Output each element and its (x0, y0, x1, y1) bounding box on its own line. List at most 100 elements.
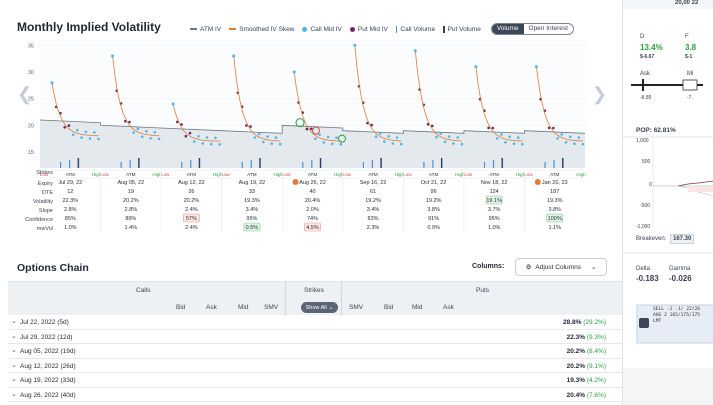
col-call-mid[interactable]: Mid (238, 304, 249, 311)
chevron-down-icon[interactable]: ⌄ (11, 361, 17, 369)
expiry-slope: 3.8% (548, 207, 561, 213)
chevron-down-icon[interactable]: ⌄ (11, 347, 17, 354)
rowlabel-expiry: Expiry (37, 181, 53, 187)
call-mid-iv-point (76, 128, 79, 132)
chevron-down-icon: ⌄ (328, 304, 334, 311)
call-volume-bar (120, 162, 122, 168)
col-call-bid[interactable]: Bid (176, 304, 186, 311)
smoothed-iv-skew-line (112, 55, 160, 137)
expiry-mwvol: 1.0% (64, 225, 77, 231)
col-put-bid[interactable]: Bid (384, 304, 394, 311)
table-row[interactable]: ⌄ Aug 12, 2022 (26d) 20.2% (9.1%) (8, 359, 622, 373)
call-mid-iv-point (266, 135, 269, 138)
call-volume-bar (371, 160, 373, 168)
call-mid-iv-point (171, 102, 175, 106)
call-mid-iv-point (71, 133, 75, 137)
call-mid-iv-point (214, 136, 217, 140)
sidebar-val1: $-6.67 (640, 54, 655, 60)
order-icon[interactable] (639, 318, 649, 328)
options-chain-title: Options Chain (17, 262, 89, 274)
expiry-confidence: 83% (368, 216, 379, 222)
chevron-down-icon[interactable]: ⌄ (11, 376, 17, 383)
strike-label: High (455, 172, 465, 177)
expiry-mwvol: 2.4% (185, 225, 198, 231)
call-mid-iv-point (508, 135, 512, 139)
col-call-ask[interactable]: Ask (206, 304, 217, 311)
chevron-down-icon[interactable]: ⌄ (11, 332, 17, 340)
iv-chart: 15 20 25 30 35 Low ATM High Jul 29, 22 12 22.3% 2.8… (27, 43, 587, 232)
toggle-open-interest[interactable]: Open Interest (528, 25, 568, 32)
divider (341, 282, 342, 316)
selected-strike-marker (312, 126, 320, 135)
col-put-ask[interactable]: Ask (443, 304, 454, 311)
expiry-dte: 12 (67, 189, 73, 195)
call-mid-iv-point (197, 135, 200, 138)
table-row[interactable]: ⌄ Aug 05, 2022 (19d) 20.2% (8.4%) (8, 344, 622, 359)
strike-label: Low (524, 172, 533, 177)
selected-strike-marker (338, 134, 346, 143)
expiry-dte: 33 (249, 189, 255, 195)
strike-label: ATM (308, 172, 318, 177)
call-mid-iv-point (516, 136, 520, 139)
calls-header: Calls (136, 287, 151, 294)
legend-put-mid-iv[interactable]: Put Mid IV (349, 26, 388, 33)
chevron-right-icon[interactable]: ❯ (592, 84, 608, 104)
expiry-label: Sep 16, 22 (360, 180, 387, 186)
strike-label: Low (221, 172, 230, 177)
call-mid-iv-point (149, 137, 152, 140)
strike-label: ATM (66, 172, 76, 177)
call-mid-iv-point (80, 136, 83, 139)
legend-call-mid-iv[interactable]: Call Mid IV (302, 26, 342, 33)
expiry-slope: 3.4% (246, 207, 259, 213)
atm-iv-area (40, 120, 585, 168)
expiry-volatility: 19.3% (547, 198, 563, 204)
call-volume-bar (181, 162, 183, 168)
adjust-columns-button[interactable]: ⚙ Adjust Columns ⌄ (515, 258, 607, 276)
call-mid-iv-point (456, 136, 460, 139)
table-row[interactable]: ⌄ Aug 19, 2022 (33d) 19.3% (4.2%) (8, 373, 622, 388)
chart-title: Monthly Implied Volatility (17, 20, 161, 34)
legend-smoothed-iv[interactable]: Smoothed IV Skew (229, 26, 294, 33)
volume-oi-toggle[interactable]: Volume Open Interest (490, 23, 574, 35)
col-put-mid[interactable]: Mid (412, 304, 423, 311)
table-row[interactable]: ⌄ Jul 22, 2022 (5d) 28.8% (29.2%) (8, 315, 622, 330)
table-row[interactable]: ⌄ Jul 29, 2022 (12d) 22.3% (9.3%) (8, 330, 622, 344)
expiry-mwvol: 2.3% (367, 225, 380, 231)
columns-label: Columns: (472, 263, 505, 270)
selected-strike-marker (295, 118, 305, 128)
legend-atm-iv[interactable]: ATM IV (190, 26, 221, 33)
expiry-confidence: 95% (489, 216, 500, 222)
puts-header: Puts (476, 287, 490, 294)
show-all-button[interactable]: Show All ⌄ (301, 302, 338, 313)
call-mid-iv-point (387, 135, 390, 138)
call-mid-iv-point (292, 70, 296, 74)
chevron-down-icon[interactable]: ⌄ (11, 390, 17, 398)
call-mid-iv-point (452, 142, 455, 145)
expiry-mwvol: 1.4% (125, 225, 138, 231)
call-mid-iv-point (209, 142, 213, 146)
col-put-smv[interactable]: SMV (349, 304, 364, 311)
put-volume-bar (138, 158, 140, 168)
call-mid-iv-point (569, 135, 572, 139)
call-mid-iv-point (201, 142, 204, 145)
chevron-down-icon[interactable]: ⌄ (11, 318, 17, 325)
put-mid-iv-point (487, 126, 490, 130)
sidebar-gamma-value: -0.026 (669, 274, 692, 283)
call-mid-iv-point (193, 140, 196, 143)
put-volume-bar (501, 158, 503, 168)
chevron-left-icon[interactable]: ❮ (17, 84, 33, 104)
legend-put-volume[interactable]: Put Volume (443, 25, 481, 33)
call-mid-iv-point (460, 142, 464, 146)
call-volume-bar (250, 160, 252, 168)
col-call-smv[interactable]: SMV (264, 304, 279, 311)
call-volume-bar (553, 160, 555, 168)
legend-call-volume[interactable]: Call Volume (395, 25, 435, 33)
put-mid-iv-point (309, 127, 313, 131)
line-swatch-icon (190, 28, 197, 30)
smoothed-iv-skew-line (293, 71, 341, 142)
toggle-volume[interactable]: Volume (491, 24, 524, 34)
expiry-slope: 2.8% (125, 207, 138, 213)
table-row[interactable]: ⌄ Aug 26, 2022 (40d) 20.4% (7.6%) (8, 388, 622, 402)
smoothed-iv-skew-line (354, 45, 402, 142)
call-mid-iv-point (50, 81, 54, 85)
